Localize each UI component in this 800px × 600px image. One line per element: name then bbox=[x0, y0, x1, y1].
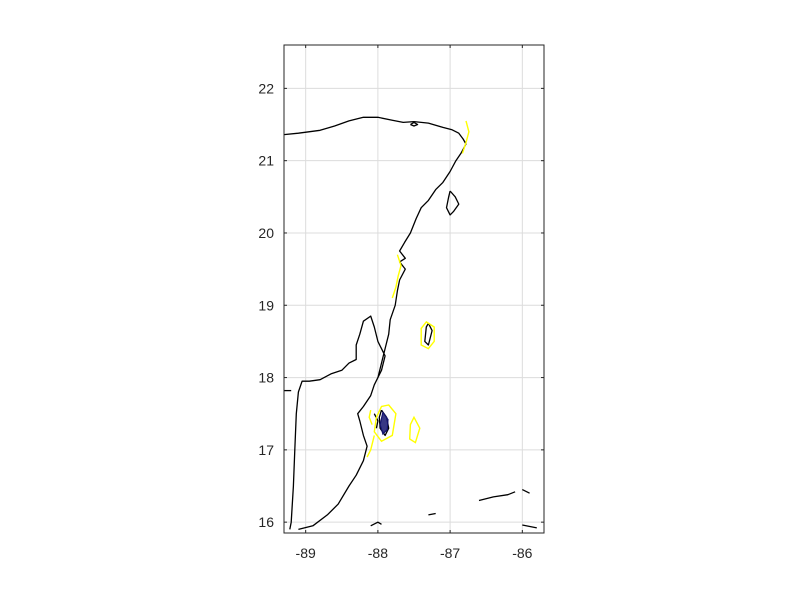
contour-layer bbox=[366, 120, 470, 458]
x-tick-label: -89 bbox=[296, 545, 316, 561]
y-tick-label: 18 bbox=[258, 370, 274, 386]
y-tick-label: 22 bbox=[258, 80, 274, 96]
contour-outer bbox=[420, 320, 435, 350]
x-tick-label: -88 bbox=[368, 545, 388, 561]
contour-outer bbox=[408, 415, 421, 444]
x-tick-label: -87 bbox=[440, 545, 460, 561]
contour-outer bbox=[391, 254, 402, 299]
grid-lines bbox=[284, 45, 544, 533]
axes-box bbox=[283, 44, 545, 534]
coastline-segment bbox=[298, 377, 379, 531]
x-tick-label: -86 bbox=[512, 545, 532, 561]
coastline-segment bbox=[283, 116, 467, 530]
plot-area bbox=[283, 44, 545, 534]
x-tick-labels: -89 -88 -87 -86 bbox=[296, 545, 533, 561]
coastline-segment bbox=[410, 121, 419, 127]
contour-outer bbox=[461, 120, 470, 154]
coastline-segment bbox=[373, 413, 379, 429]
coastline-segment bbox=[522, 524, 537, 529]
contour-outer bbox=[373, 404, 397, 443]
y-tick-label: 20 bbox=[258, 225, 274, 241]
y-tick-label: 17 bbox=[258, 442, 274, 458]
coastline-layer bbox=[283, 116, 537, 531]
axes-background bbox=[284, 45, 544, 533]
coastline-segment bbox=[478, 491, 516, 502]
y-tick-label: 19 bbox=[258, 297, 274, 313]
coastline-segment bbox=[522, 489, 530, 494]
contour-outer bbox=[368, 409, 373, 425]
contour-outer bbox=[366, 435, 375, 458]
y-tick-label: 21 bbox=[258, 153, 274, 169]
coastline-segment bbox=[424, 322, 433, 346]
coastline-segment bbox=[445, 190, 460, 216]
contour-inner bbox=[379, 410, 389, 436]
tick-marks bbox=[284, 45, 544, 533]
y-tick-label: 16 bbox=[258, 514, 274, 530]
coastline-segment bbox=[370, 521, 382, 527]
y-tick-labels: 16 17 18 19 20 21 22 bbox=[258, 80, 274, 530]
coastline-segment bbox=[428, 512, 436, 516]
